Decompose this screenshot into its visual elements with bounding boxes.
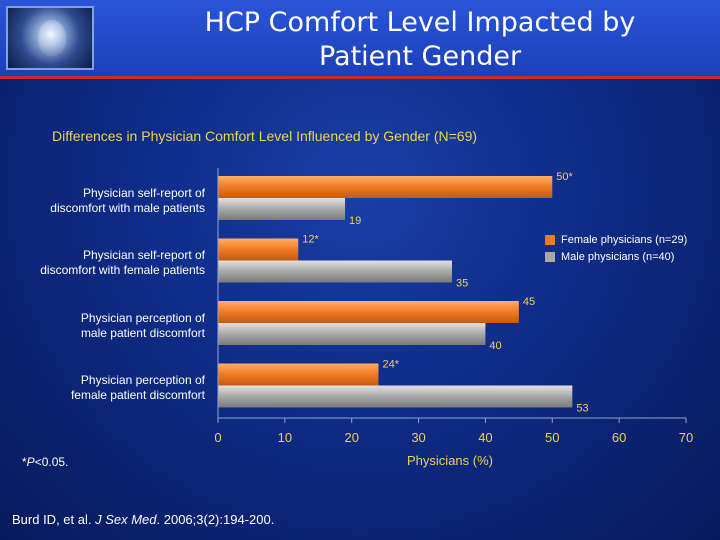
legend-swatch-female <box>545 235 555 246</box>
data-label-female-3: 24* <box>382 359 399 371</box>
x-tick-label-40: 40 <box>478 430 492 445</box>
x-tick-label-30: 30 <box>411 430 425 445</box>
title-line-2: Patient Gender <box>318 41 522 72</box>
category-label-3: Physician perception of female patient di… <box>70 373 205 402</box>
x-axis-label: Physicians (%) <box>407 453 493 468</box>
citation: Burd ID, et al. J Sex Med. 2006;3(2):194… <box>12 512 275 527</box>
bar-male-1 <box>218 260 452 283</box>
chart-subtitle: Differences in Physician Comfort Level I… <box>52 128 478 144</box>
bar-male-2 <box>218 323 486 345</box>
legend-item-female: Female physicians (n=29) <box>545 232 687 249</box>
x-tick-label-70: 70 <box>679 430 693 445</box>
x-tick-label-0: 0 <box>214 430 221 445</box>
significance-note: *P<0.05. <box>22 455 69 469</box>
category-label-2: Physician perception of male patient disc… <box>80 311 205 340</box>
data-label-male-2: 40 <box>489 340 501 352</box>
brain-logo-icon <box>6 6 94 70</box>
data-label-female-2: 45 <box>523 296 535 308</box>
bar-female-3 <box>218 363 379 386</box>
x-tick-label-10: 10 <box>278 430 292 445</box>
data-label-female-1: 12* <box>302 234 319 246</box>
header-rule <box>0 76 720 79</box>
x-tick-label-60: 60 <box>612 430 626 445</box>
slide-title: HCP Comfort Level Impacted by Patient Ge… <box>110 6 720 74</box>
bar-female-0 <box>218 176 553 198</box>
legend-swatch-male <box>545 252 555 263</box>
x-tick-label-50: 50 <box>545 430 559 445</box>
legend-item-male: Male physicians (n=40) <box>545 249 687 266</box>
chart-legend: Female physicians (n=29) Male physicians… <box>545 232 687 266</box>
bar-female-2 <box>218 301 519 323</box>
title-line-1: HCP Comfort Level Impacted by <box>204 7 636 38</box>
bar-female-1 <box>218 238 299 261</box>
data-label-male-0: 19 <box>349 215 361 227</box>
bar-male-0 <box>218 198 346 220</box>
x-tick-label-20: 20 <box>344 430 358 445</box>
data-label-female-0: 50* <box>556 171 573 183</box>
slide-header <box>0 0 720 78</box>
data-label-male-1: 35 <box>456 278 468 290</box>
data-label-male-3: 53 <box>576 403 588 415</box>
category-label-0: Physician self-report of discomfort with … <box>50 186 205 215</box>
bar-male-3 <box>218 385 573 408</box>
category-label-1: Physician self-report of discomfort with … <box>40 248 205 277</box>
